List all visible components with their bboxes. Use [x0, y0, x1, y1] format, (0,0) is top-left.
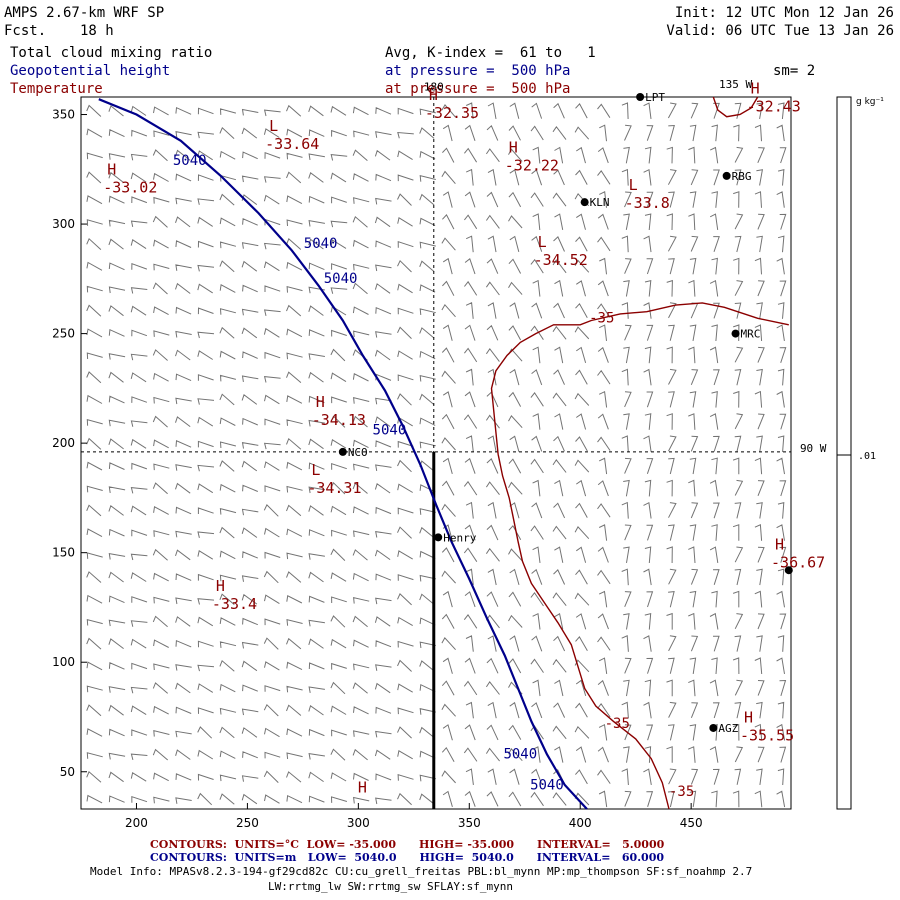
extremum-type-2: H [509, 139, 518, 157]
extremum-value-11: -35.55 [740, 726, 794, 744]
y-tick-label-6: 350 [52, 108, 75, 122]
station-label-4: NCO [348, 446, 368, 459]
height-label-1: 5040 [304, 236, 338, 252]
extremum-type-3: H [107, 161, 116, 179]
extremum-type-1: L [269, 117, 278, 135]
temp-label-1: -35 [605, 716, 630, 732]
y-tick-label-4: 250 [52, 327, 75, 341]
extremum-value-4: -33.8 [625, 194, 670, 212]
extremum-type-9: H [775, 535, 784, 553]
temp-label-0: -35 [589, 311, 614, 327]
y-tick-label-0: 50 [60, 765, 75, 779]
extremum-type-11: H [744, 708, 753, 726]
extremum-value-7: -34.13 [312, 411, 366, 429]
avg-kindex: Avg, K-index = 61 to 1 [385, 45, 596, 61]
station-marker-3 [731, 329, 740, 338]
height-label-4: 5040 [503, 747, 537, 763]
extremum-value-3: -33.02 [103, 179, 157, 197]
extremum-type-10: H [216, 577, 225, 595]
height-label-2: 5040 [324, 271, 358, 287]
extremum-value-1: -33.64 [265, 135, 319, 153]
smoothing: sm= 2 [773, 63, 816, 79]
extremum-type-12: H [358, 778, 367, 796]
station-marker-1 [722, 171, 731, 180]
height-label-5: 5040 [530, 777, 564, 793]
grid-label-0: 180 [424, 80, 444, 93]
pressure-height: at pressure = 500 hPa [385, 63, 571, 79]
height-label-3: 5040 [373, 422, 407, 438]
station-marker-6 [784, 566, 793, 575]
y-tick-label-2: 150 [52, 546, 75, 560]
colorbar [836, 96, 852, 810]
temp-label-2: -35 [669, 784, 694, 800]
extremum-value-10: -33.4 [212, 595, 257, 613]
extremum-value-8: -34.31 [307, 479, 361, 497]
station-label-1: RBG [732, 170, 752, 183]
colorbar-unit: g kg⁻¹ [856, 97, 884, 107]
y-tick-label-3: 200 [52, 436, 75, 450]
pressure-temperature: at pressure = 500 hPa [385, 81, 571, 97]
field-cloud: Total cloud mixing ratio [10, 45, 213, 61]
height-contour-0 [98, 98, 588, 810]
model-info-physics: LW:rrtmg_lw SW:rrtmg_sw SFLAY:sf_mynn [268, 880, 514, 893]
x-tick-label-4: 400 [569, 816, 592, 830]
station-label-7: AGZ [718, 722, 738, 735]
x-tick-label-5: 450 [680, 816, 703, 830]
height-label-0: 5040 [173, 153, 207, 169]
x-tick-label-0: 200 [125, 816, 148, 830]
temp-contour-0 [490, 302, 789, 810]
init-time: Init: 12 UTC Mon 12 Jan 26 [674, 5, 894, 21]
valid-time: Valid: 06 UTC Tue 13 Jan 26 [666, 23, 894, 39]
station-marker-7 [709, 723, 718, 732]
extremum-type-7: H [316, 393, 325, 411]
fcst-value: 18 h [80, 23, 114, 39]
field-temperature: Temperature [10, 81, 103, 97]
station-marker-2 [580, 198, 589, 207]
plot-frame [80, 96, 792, 810]
extremum-value-2: -32.22 [505, 157, 559, 175]
x-tick-label-1: 250 [236, 816, 259, 830]
extremum-type-5: L [538, 233, 547, 251]
extremum-type-8: L [311, 461, 320, 479]
y-tick-label-5: 300 [52, 217, 75, 231]
grid-label-1: 135 W [719, 78, 752, 91]
footer-temp-contours: CONTOURS: UNITS=°C LOW= -35.000 HIGH= -3… [150, 838, 665, 851]
extremum-value-0: -32.35 [425, 104, 479, 122]
station-marker-5 [434, 533, 443, 542]
model-info: Model Info: MPASv8.2.3-194-gf29cd82c CU:… [90, 865, 753, 878]
station-marker-4 [338, 447, 347, 456]
wind-barbs [86, 102, 787, 808]
extremum-type-0: H [429, 86, 438, 104]
footer-height-contours: CONTOURS: UNITS=m LOW= 5040.0 HIGH= 5040… [150, 851, 664, 864]
station-label-0: LPT [645, 91, 665, 104]
extremum-value-9: -36.67 [771, 553, 825, 571]
x-tick-label-2: 300 [347, 816, 370, 830]
station-label-2: KLN [590, 196, 610, 209]
y-tick-label-1: 100 [52, 655, 75, 669]
wind-barb-field [86, 102, 787, 808]
fcst-label: Fcst. [4, 23, 47, 39]
station-marker-0 [636, 93, 645, 101]
station-label-3: MRC [741, 328, 761, 341]
temp-contour-1 [712, 96, 759, 118]
model-title: AMPS 2.67-km WRF SP [4, 5, 165, 21]
extremum-type-4: L [629, 176, 638, 194]
station-label-5: Henry [443, 531, 476, 544]
field-height: Geopotential height [10, 63, 171, 79]
colorbar-tick-label: .01 [858, 451, 876, 462]
extremum-value-6: -32.43 [747, 98, 801, 116]
x-tick-label-3: 350 [458, 816, 481, 830]
extremum-value-5: -34.52 [534, 251, 588, 269]
grid-label-2: 90 W [800, 442, 827, 455]
extremum-type-6: H [751, 80, 760, 98]
